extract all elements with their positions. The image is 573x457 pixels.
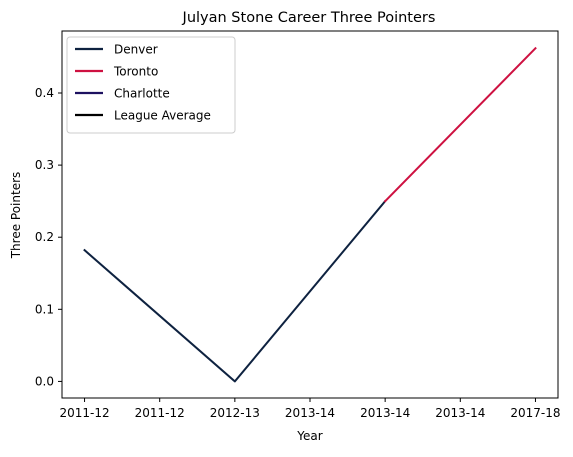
legend: Denver Toronto Charlotte League Average: [66, 36, 236, 134]
x-axis-label: Year: [296, 429, 322, 443]
y-tick-label: 0.4: [35, 86, 54, 100]
y-tick-label: 0.3: [35, 158, 54, 172]
legend-label-toronto: Toronto: [113, 65, 158, 79]
chart-title: Julyan Stone Career Three Pointers: [182, 10, 436, 26]
legend-box: [66, 36, 236, 134]
y-axis: 0.0 0.1 0.2 0.3 0.4: [35, 86, 62, 388]
legend-label-league-average: League Average: [114, 109, 211, 123]
x-tick-label: 2012-13: [210, 406, 260, 420]
x-axis: 2011-12 2011-12 2012-13 2013-14 2013-14 2013-…: [59, 398, 561, 420]
series-line-denver: [83, 199, 387, 383]
legend-label-denver: Denver: [114, 43, 158, 57]
y-axis-label: Three Pointers: [9, 172, 23, 260]
y-tick-label: 0.2: [35, 230, 54, 244]
series-lines: [83, 46, 537, 383]
legend-label-charlotte: Charlotte: [114, 87, 170, 101]
x-tick-label: 2011-12: [59, 406, 109, 420]
x-tick-label: 2013-14: [285, 406, 335, 420]
y-tick-label: 0.1: [35, 302, 54, 316]
x-tick-label: 2017-18: [510, 406, 560, 420]
x-tick-label: 2011-12: [135, 406, 185, 420]
series-line-toronto: [383, 46, 537, 203]
x-tick-label: 2013-14: [360, 406, 410, 420]
y-tick-label: 0.0: [35, 374, 54, 388]
x-tick-label: 2013-14: [435, 406, 485, 420]
